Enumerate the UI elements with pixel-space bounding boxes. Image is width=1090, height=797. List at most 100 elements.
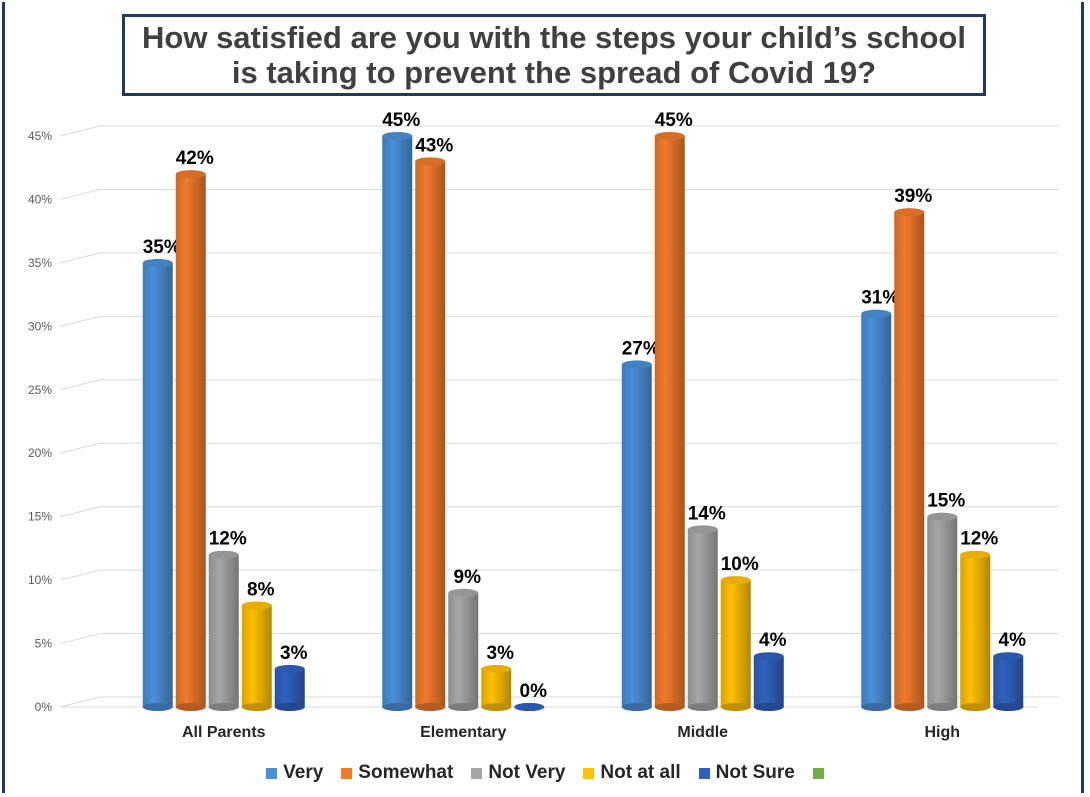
category-label: Middle [677,724,728,741]
y-tick-label: 5% [35,637,53,651]
bar-top-somewhat [894,208,925,217]
bar-top-very [621,360,652,369]
data-label: 10% [721,554,759,575]
bar-base-very [621,703,652,711]
gridline-diagonal [59,188,101,200]
bar-somewhat [894,212,925,707]
category-label: Elementary [420,724,506,741]
bar-not-at-all [960,554,991,707]
data-label: 4% [999,630,1027,651]
bar-base-not-very [448,703,479,711]
data-label: 45% [382,110,420,131]
bar-base-not-at-all [481,703,512,711]
bar-top-not-at-all [481,664,512,673]
y-tick-label: 40% [28,192,52,206]
legend-swatch [341,767,353,779]
legend-label: Very [283,762,324,783]
bar-top-not-sure [514,703,545,711]
bar-top-not-sure [993,652,1024,661]
data-label: 14% [688,503,726,524]
data-label: 8% [247,579,275,600]
y-tick-label: 20% [28,446,52,460]
data-label: 35% [143,237,181,258]
bar-not-very [687,529,718,707]
bar-top-not-very [448,588,479,597]
bar-base-somewhat [654,703,685,711]
bar-base-somewhat [894,703,925,711]
bar-not-very [927,516,958,707]
bar-not-at-all [720,580,751,707]
bar-somewhat [654,136,685,707]
gridline-diagonal [59,252,101,264]
gridline-diagonal [59,696,101,708]
bar-base-not-very [927,703,958,711]
legend-swatch [698,767,710,779]
data-label: 12% [209,529,247,550]
bar-top-somewhat [175,170,206,179]
bar-top-not-sure [753,652,784,661]
bar-not-at-all [241,605,272,707]
bar-not-very [208,554,239,707]
legend-item: Not Sure [698,762,795,784]
bar-base-not-sure [993,703,1024,711]
category-label: High [924,724,960,741]
bar-top-not-at-all [241,601,272,610]
bar-very [382,136,413,707]
gridline-diagonal [59,442,101,454]
gridline-diagonal [59,506,101,518]
legend-item: Not at all [583,762,681,784]
category-label: All Parents [182,724,266,741]
data-label: 15% [927,491,965,512]
bar-not-at-all [481,668,512,707]
bar-base-not-at-all [241,703,272,711]
bar-not-sure [753,656,784,707]
y-tick-label: 35% [28,256,52,270]
gridline-diagonal [59,569,101,581]
data-label: 27% [622,338,660,359]
data-label: 31% [861,288,899,309]
y-tick-label: 10% [28,573,52,587]
bar-base-not-sure [274,703,305,711]
bar-top-very [142,258,173,267]
bar-top-not-very [208,550,239,559]
bar-somewhat [175,174,206,708]
data-label: 43% [415,135,453,156]
data-label: 45% [655,110,693,131]
bar-top-not-very [687,525,718,534]
bar-top-not-at-all [960,550,991,559]
bar-base-somewhat [415,703,446,711]
data-label: 9% [454,567,482,588]
y-tick-label: 30% [28,319,52,333]
bar-not-very [448,592,479,707]
data-label: 12% [960,529,998,550]
y-tick-label: 0% [35,700,53,714]
bar-top-somewhat [415,157,446,166]
bar-top-not-very [927,512,958,521]
gridline-diagonal [59,125,101,137]
data-label: 39% [894,186,932,207]
bar-top-somewhat [654,132,685,140]
legend-item: Not Very [471,762,565,784]
y-tick-label: 15% [28,510,52,524]
legend-swatch [471,767,483,779]
gridline-diagonal [59,633,101,645]
y-tick-label: 45% [28,129,52,143]
legend-label: Not at all [600,762,681,783]
bar-base-not-very [687,703,718,711]
bar-not-sure [274,668,305,707]
bar-very [142,262,173,707]
bar-base-not-at-all [960,703,991,711]
bar-very [621,364,652,707]
bar-chart: 0% 5% 10% 15% 20% 25% 30% 35% 40% 45% 35% 42% 12% 8% 3… [28,110,1058,741]
bar-top-very [382,132,413,140]
bar-very [861,313,892,707]
gridline-diagonal [59,379,101,391]
bar-base-very [142,703,173,711]
bar-top-not-sure [274,664,305,673]
bar-base-not-sure [753,703,784,711]
chart-title-line-1: How satisfied are you with the steps you… [142,20,966,55]
legend-swatch [583,767,595,779]
data-label: 3% [487,643,515,664]
bar-base-somewhat [175,703,206,711]
